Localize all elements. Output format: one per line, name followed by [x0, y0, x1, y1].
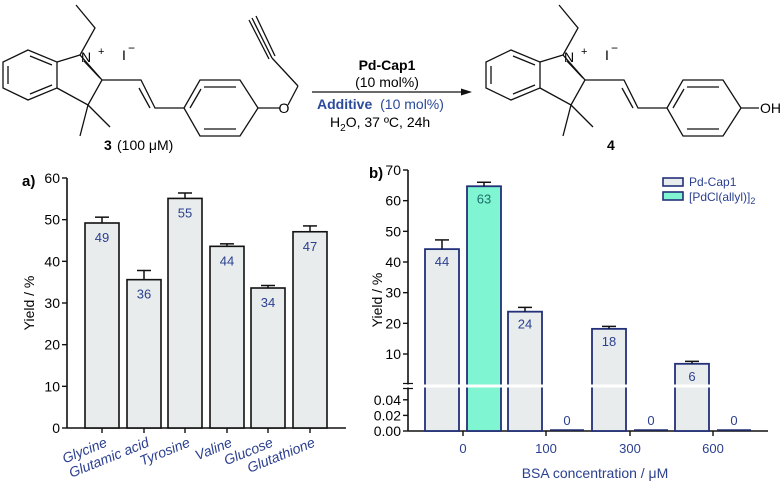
product-anion-charge: −: [611, 41, 618, 55]
product-n-atom: N: [564, 49, 574, 65]
reactant-structure: [2, 4, 299, 137]
conditions-h: H: [330, 114, 340, 130]
axis-break-gap-axis: [406, 384, 410, 388]
x-tick-label: 600: [702, 441, 724, 456]
reactant-label: 3: [104, 137, 112, 153]
reactant-concentration: (100 μM): [117, 137, 173, 153]
x-tick-label: 0: [459, 441, 466, 456]
product-counterion: I: [605, 47, 609, 63]
data-label: 36: [137, 287, 151, 302]
legend-swatch-pdallyl: [662, 191, 684, 201]
additive-loading: (10 mol%): [380, 96, 444, 112]
y-tick-label: 60: [44, 170, 60, 186]
additive-label: Additive: [317, 96, 372, 112]
additive-line: Additive (10 mol%): [317, 96, 444, 112]
y-tick-label: 40: [385, 254, 401, 270]
panel-label-b: b): [369, 165, 383, 182]
y-tick-label: 30: [44, 295, 60, 311]
data-label: 6: [688, 369, 695, 384]
y-tick-label: 0: [52, 420, 60, 436]
data-label: 63: [477, 191, 491, 206]
legend-label-pdcap1: Pd-Cap1: [689, 175, 737, 189]
catalyst-label: Pd-Cap1: [359, 57, 416, 73]
data-label: 47: [303, 239, 317, 254]
y-tick-label: 0.02: [374, 407, 401, 423]
bar: [209, 245, 245, 429]
reactant-n-atom: N: [81, 49, 91, 65]
catalyst-loading: (10 mol%): [355, 74, 419, 90]
axis-break-gap: [410, 384, 770, 388]
arrowhead-icon: [461, 88, 472, 96]
bar: [250, 287, 286, 429]
bar: [167, 197, 203, 429]
reactant-counterion: I: [122, 47, 126, 63]
y-axis-label: Yield / %: [369, 273, 385, 328]
bar: [466, 185, 502, 432]
data-label: 0: [563, 413, 570, 428]
y-tick-label: 40: [44, 253, 60, 269]
product-charge: +: [581, 46, 587, 58]
y-tick-label: 70: [385, 162, 401, 178]
bar: [126, 278, 162, 429]
data-label: 44: [435, 254, 449, 269]
conditions: H2O, 37 ºC, 24h: [330, 114, 430, 134]
product-structure: [485, 4, 759, 137]
reactant-anion-charge: −: [128, 41, 135, 55]
bar: [507, 310, 543, 432]
x-axis-label: BSA concentration / μM: [522, 465, 669, 481]
y-tick-label: 60: [385, 193, 401, 209]
y-tick-label: 50: [44, 212, 60, 228]
y-tick-label: 30: [385, 285, 401, 301]
x-tick-label: 300: [619, 441, 641, 456]
data-label: 44: [220, 253, 234, 268]
data-label: 34: [261, 295, 275, 310]
data-label: 49: [95, 230, 109, 245]
y-tick-label: 50: [385, 223, 401, 239]
product-oh: OH: [760, 100, 781, 116]
x-tick-label: 100: [535, 441, 557, 456]
conditions-rest: O, 37 ºC, 24h: [346, 114, 431, 130]
data-label: 55: [178, 205, 192, 220]
reactant-charge: +: [98, 46, 104, 58]
y-tick-label: 20: [44, 337, 60, 353]
panel-label-a: a): [22, 173, 35, 190]
reactant-o-atom: O: [279, 100, 290, 116]
bar: [424, 248, 460, 432]
bar: [292, 230, 328, 429]
conditions-sub: 2: [340, 123, 346, 134]
bar: [84, 222, 120, 429]
data-label: 18: [602, 334, 616, 349]
legend-swatch-pdcap1: [662, 177, 684, 187]
legend-label-pdallyl: [PdCl(allyl)]2: [689, 190, 755, 206]
y-tick-label: 0.00: [374, 423, 401, 439]
data-label: 0: [647, 413, 654, 428]
data-label: 24: [518, 317, 532, 332]
product-label: 4: [607, 137, 615, 153]
y-tick-label: 0.04: [374, 392, 401, 408]
data-label: 0: [730, 413, 737, 428]
y-tick-label: 10: [44, 378, 60, 394]
y-tick-label: 20: [385, 315, 401, 331]
y-axis-label: Yield / %: [21, 276, 37, 331]
y-tick-label: 10: [385, 346, 401, 362]
